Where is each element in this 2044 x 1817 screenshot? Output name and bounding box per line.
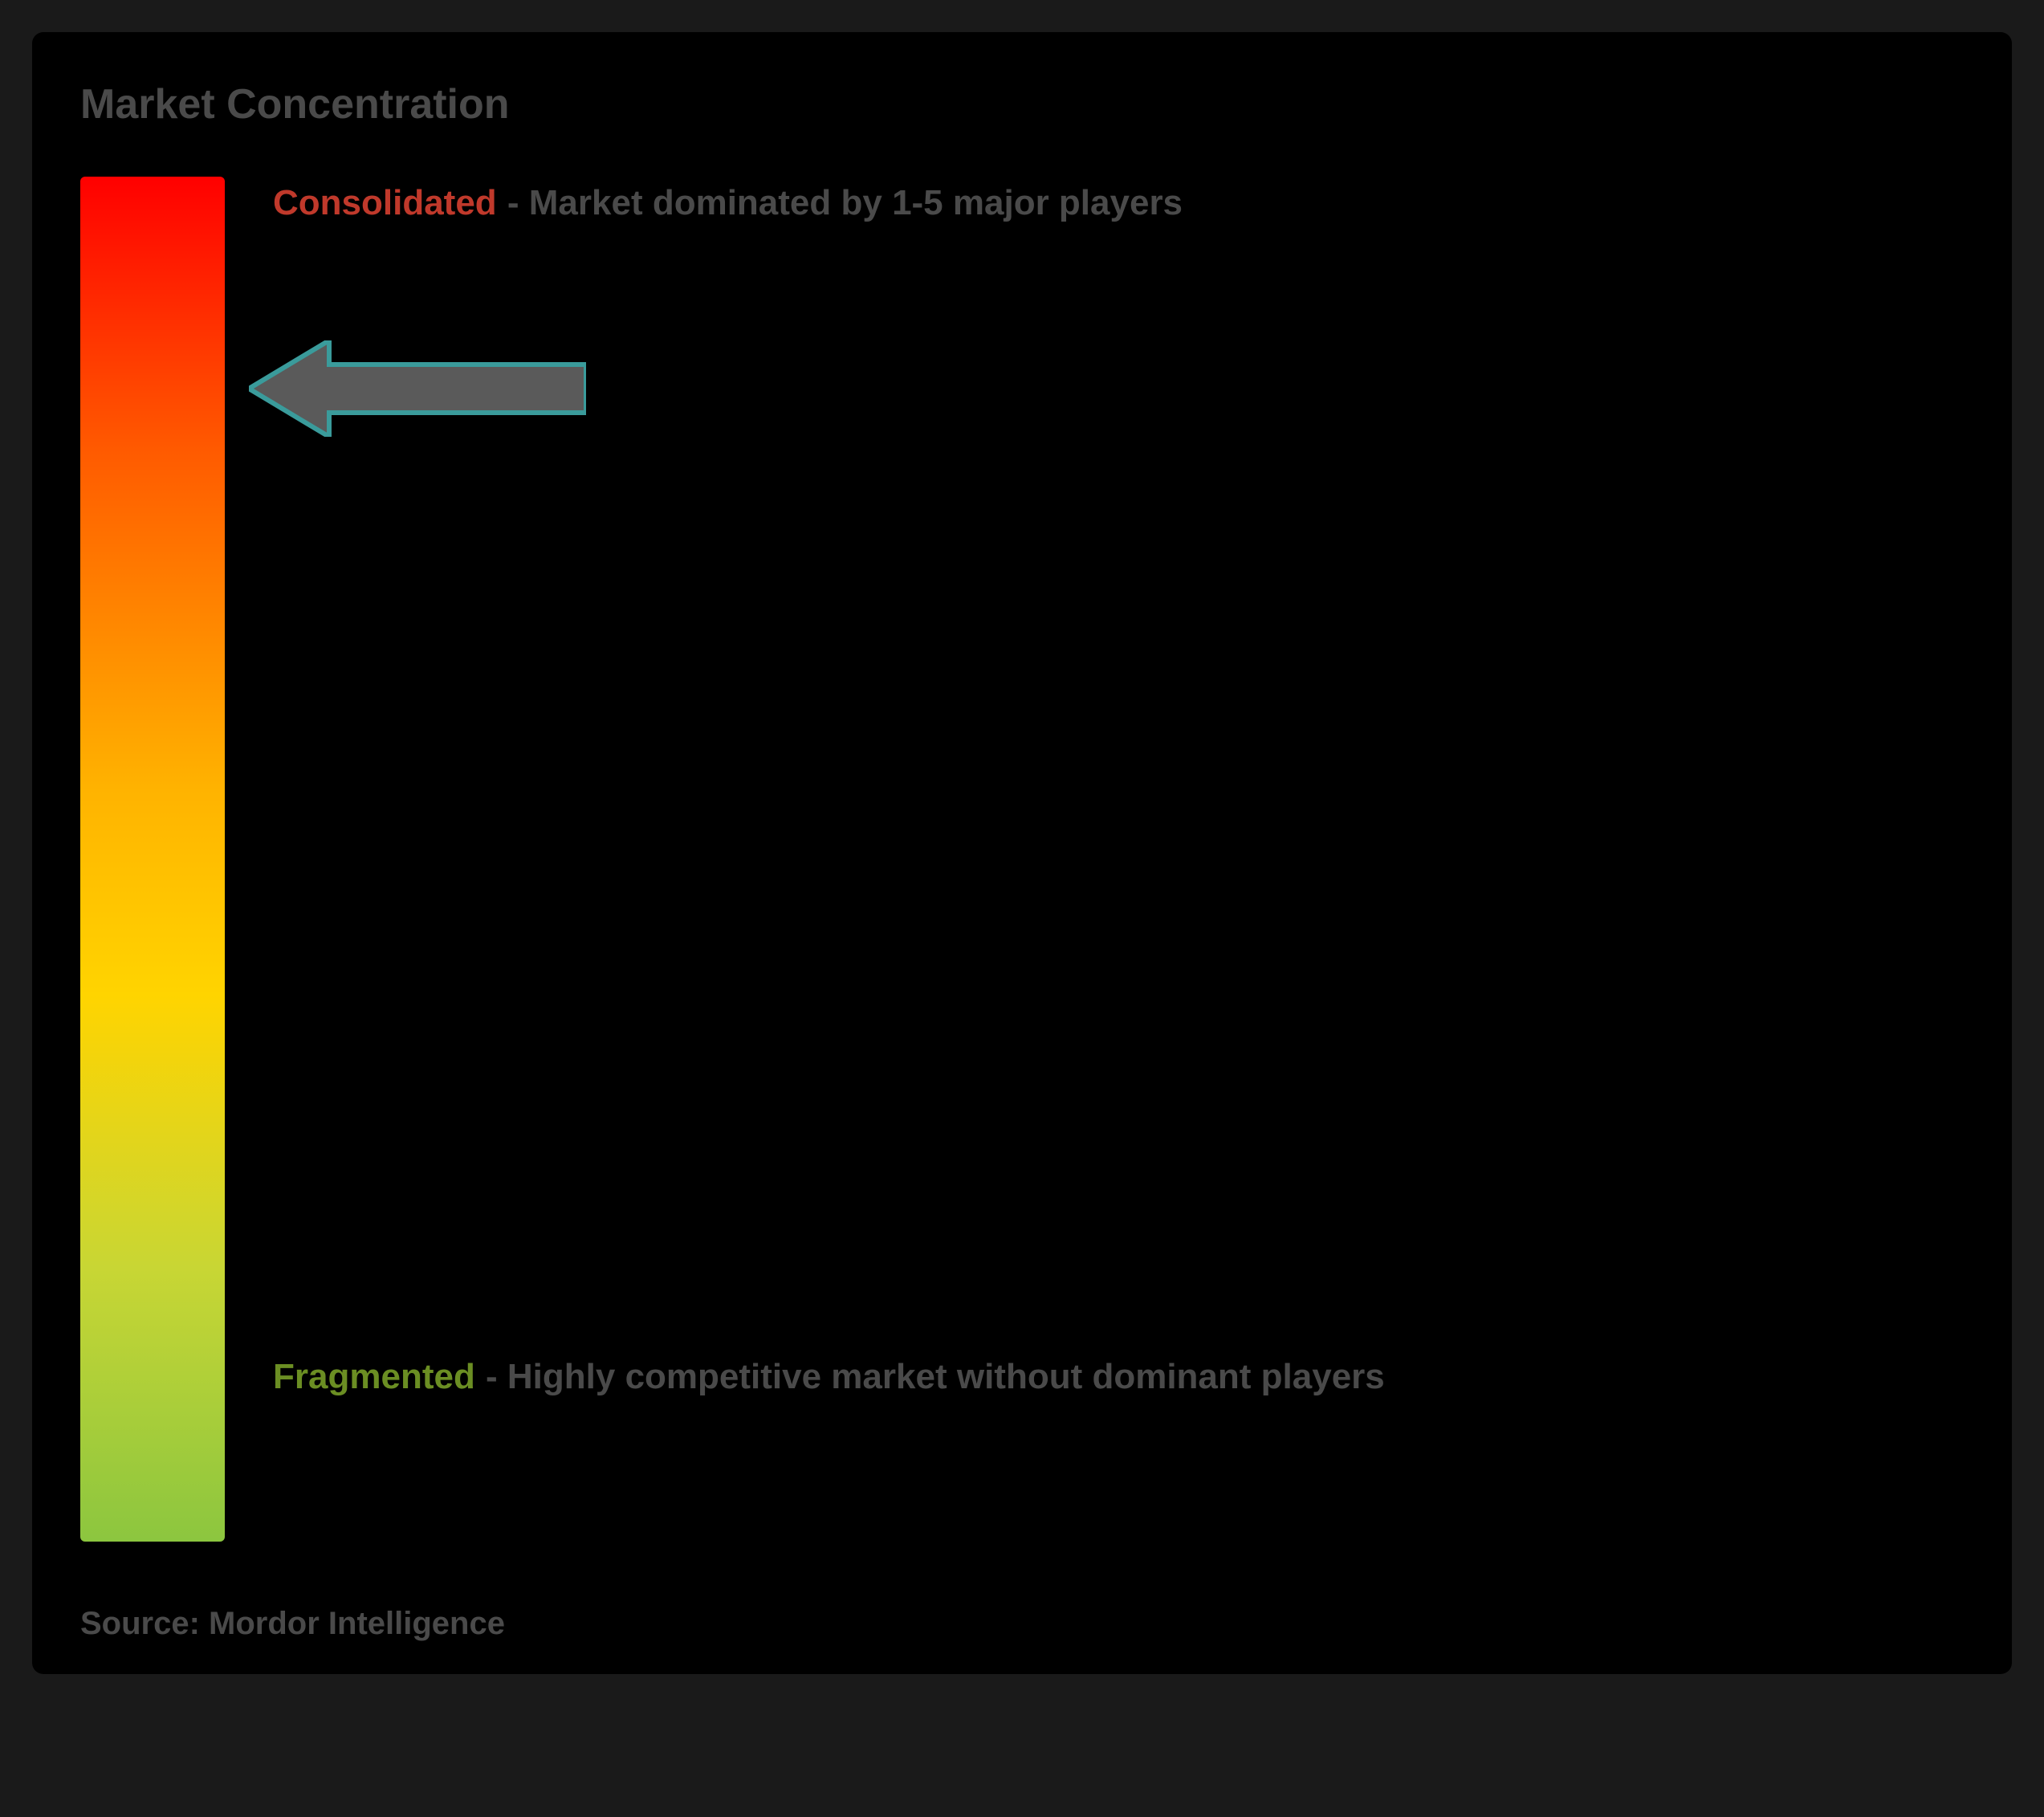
- consolidated-desc: - Market dominated by 1-5 major players: [507, 177, 1183, 230]
- fragmented-key: Fragmented: [273, 1351, 475, 1403]
- fragmented-label-row: Fragmented - Highly competitive market w…: [273, 1351, 1932, 1403]
- source-line: Source: Mordor Intelligence: [80, 1606, 1964, 1642]
- concentration-gradient-scale: [80, 177, 225, 1542]
- source-text: Mordor Intelligence: [209, 1606, 505, 1641]
- position-arrow: [249, 340, 586, 437]
- consolidated-key: Consolidated: [273, 177, 497, 230]
- source-prefix: Source:: [80, 1606, 209, 1641]
- market-concentration-card: Market Concentration Consolidated - Mark…: [32, 32, 2012, 1674]
- card-content: Consolidated - Market dominated by 1-5 m…: [80, 177, 1964, 1542]
- card-title: Market Concentration: [80, 80, 1964, 128]
- fragmented-desc: - Highly competitive market without domi…: [486, 1351, 1385, 1403]
- consolidated-label-row: Consolidated - Market dominated by 1-5 m…: [273, 177, 1932, 230]
- labels-column: Consolidated - Market dominated by 1-5 m…: [273, 177, 1964, 1542]
- arrow-left-icon: [249, 340, 586, 437]
